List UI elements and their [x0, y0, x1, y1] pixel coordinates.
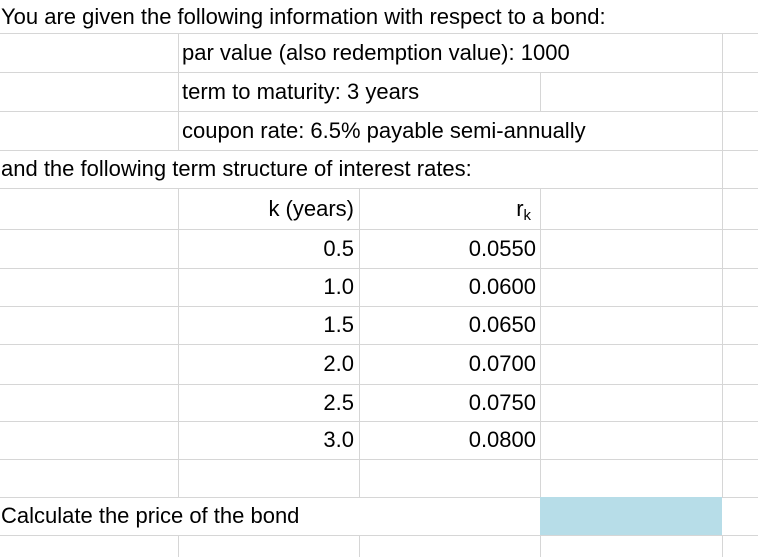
fact-par-value: par value (also redemption value): 1000: [182, 40, 570, 65]
gridline-h: [0, 535, 758, 536]
gridline-v: [359, 535, 360, 557]
cell-k-0: 0.5: [323, 236, 354, 261]
fact-term: term to maturity: 3 years: [182, 79, 420, 104]
cell-r-0: 0.0550: [468, 236, 536, 261]
gridline-v: [178, 188, 179, 497]
gridline-h: [0, 497, 758, 498]
gridline-h: [0, 188, 758, 189]
fact-coupon: coupon rate: 6.5% payable semi-annually: [182, 118, 586, 143]
cell-k-5: 3.0: [323, 427, 354, 452]
gridline-h: [0, 229, 758, 230]
cell-k-4: 2.5: [323, 390, 354, 415]
gridline-h: [0, 344, 758, 345]
cell-k-1: 1.0: [323, 274, 354, 299]
cell-r-2: 0.0650: [468, 312, 536, 337]
answer-input-cell[interactable]: [540, 497, 722, 535]
term-structure-intro: and the following term structure of inte…: [1, 156, 472, 181]
gridline-h: [0, 268, 758, 269]
gridline-v: [540, 535, 541, 557]
gridline-h: [0, 306, 758, 307]
gridline-h: [0, 384, 758, 385]
gridline-h: [0, 421, 758, 422]
gridline-h: [0, 459, 758, 460]
cell-r-4: 0.0750: [468, 390, 536, 415]
gridline-h: [0, 150, 758, 151]
cell-r-1: 0.0600: [468, 274, 536, 299]
cell-r-5: 0.0800: [468, 427, 536, 452]
question-text: Calculate the price of the bond: [1, 503, 300, 528]
gridline-v: [540, 188, 541, 497]
cell-r-3: 0.0700: [468, 351, 536, 376]
intro-text: You are given the following information …: [1, 4, 606, 29]
gridline-h: [0, 33, 758, 34]
gridline-v: [540, 72, 541, 111]
gridline-v: [359, 188, 360, 497]
r-subscript: k: [523, 207, 531, 225]
gridline-v: [722, 535, 723, 557]
gridline-h: [0, 72, 758, 73]
cell-k-2: 1.5: [323, 312, 354, 337]
gridline-v: [178, 33, 179, 150]
gridline-h: [0, 111, 758, 112]
col-header-k: k (years): [268, 196, 354, 221]
col-header-r: rk: [359, 188, 531, 229]
cell-k-3: 2.0: [323, 351, 354, 376]
gridline-v: [178, 535, 179, 557]
r-symbol: r: [516, 196, 524, 221]
gridline-v: [722, 33, 723, 497]
